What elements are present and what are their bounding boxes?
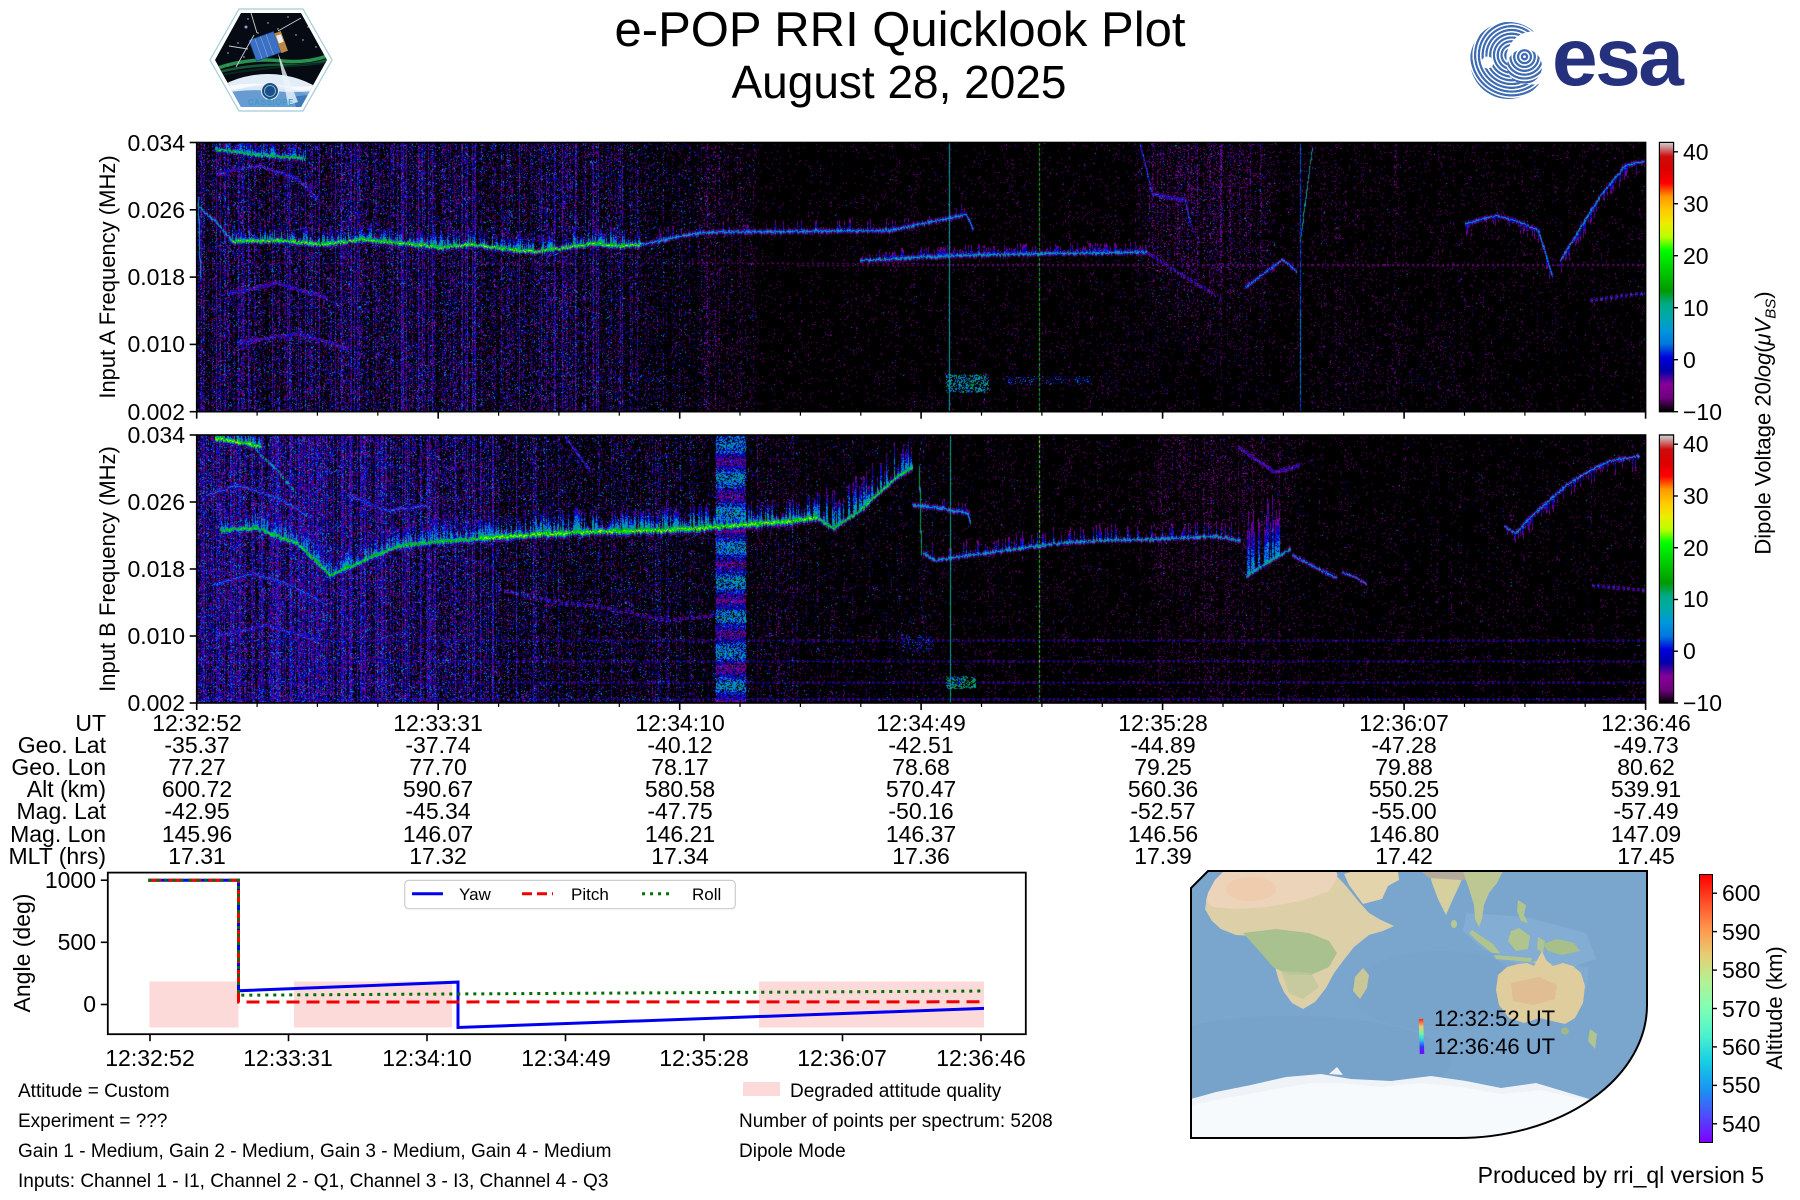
svg-text:12:34:49: 12:34:49 bbox=[521, 1045, 611, 1071]
svg-text:Yaw: Yaw bbox=[459, 885, 492, 904]
svg-text:1000: 1000 bbox=[45, 867, 96, 893]
svg-text:0: 0 bbox=[83, 991, 96, 1017]
svg-text:12:32:52: 12:32:52 bbox=[105, 1045, 195, 1071]
svg-text:12:36:46: 12:36:46 bbox=[936, 1045, 1026, 1071]
svg-text:12:32:52 UT: 12:32:52 UT bbox=[1434, 1006, 1555, 1031]
svg-text:500: 500 bbox=[58, 929, 96, 955]
svg-text:12:35:28: 12:35:28 bbox=[659, 1045, 749, 1071]
svg-text:Pitch: Pitch bbox=[571, 885, 609, 904]
svg-text:esa: esa bbox=[1552, 18, 1685, 103]
svg-text:Angle (deg): Angle (deg) bbox=[9, 894, 35, 1013]
svg-text:CASSIOPE: CASSIOPE bbox=[248, 98, 294, 107]
svg-text:12:36:46 UT: 12:36:46 UT bbox=[1434, 1034, 1555, 1059]
svg-text:12:36:07: 12:36:07 bbox=[797, 1045, 887, 1071]
svg-text:Roll: Roll bbox=[692, 885, 721, 904]
svg-text:12:33:31: 12:33:31 bbox=[243, 1045, 333, 1071]
svg-text:12:34:10: 12:34:10 bbox=[382, 1045, 472, 1071]
